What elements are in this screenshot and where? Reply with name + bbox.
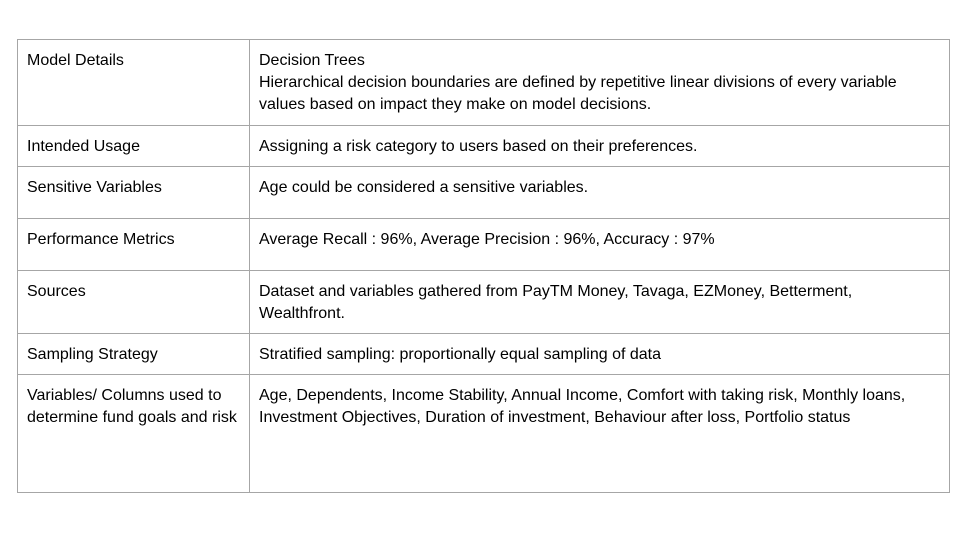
model-name: Decision Trees — [259, 52, 365, 69]
value-sensitive-variables: Age could be considered a sensitive vari… — [249, 166, 950, 219]
row-sources: Sources Dataset and variables gathered f… — [17, 270, 950, 334]
model-card-table: Model Details Decision Trees Hierarchica… — [17, 39, 950, 493]
model-description: Hierarchical decision boundaries are def… — [259, 74, 897, 113]
row-sampling-strategy: Sampling Strategy Stratified sampling: p… — [17, 333, 950, 375]
value-performance-metrics: Average Recall : 96%, Average Precision … — [249, 218, 950, 271]
label-variables-columns: Variables/ Columns used to determine fun… — [17, 374, 250, 493]
value-model-details: Decision Trees Hierarchical decision bou… — [249, 39, 950, 126]
label-performance-metrics: Performance Metrics — [17, 218, 250, 271]
row-variables-columns: Variables/ Columns used to determine fun… — [17, 374, 950, 493]
value-sampling-strategy: Stratified sampling: proportionally equa… — [249, 333, 950, 375]
row-sensitive-variables: Sensitive Variables Age could be conside… — [17, 166, 950, 219]
row-model-details: Model Details Decision Trees Hierarchica… — [17, 39, 950, 126]
label-intended-usage: Intended Usage — [17, 125, 250, 167]
value-variables-columns: Age, Dependents, Income Stability, Annua… — [249, 374, 950, 493]
value-intended-usage: Assigning a risk category to users based… — [249, 125, 950, 167]
label-sources: Sources — [17, 270, 250, 334]
row-intended-usage: Intended Usage Assigning a risk category… — [17, 125, 950, 167]
label-sampling-strategy: Sampling Strategy — [17, 333, 250, 375]
value-sources: Dataset and variables gathered from PayT… — [249, 270, 950, 334]
label-sensitive-variables: Sensitive Variables — [17, 166, 250, 219]
row-performance-metrics: Performance Metrics Average Recall : 96%… — [17, 218, 950, 271]
label-model-details: Model Details — [17, 39, 250, 126]
